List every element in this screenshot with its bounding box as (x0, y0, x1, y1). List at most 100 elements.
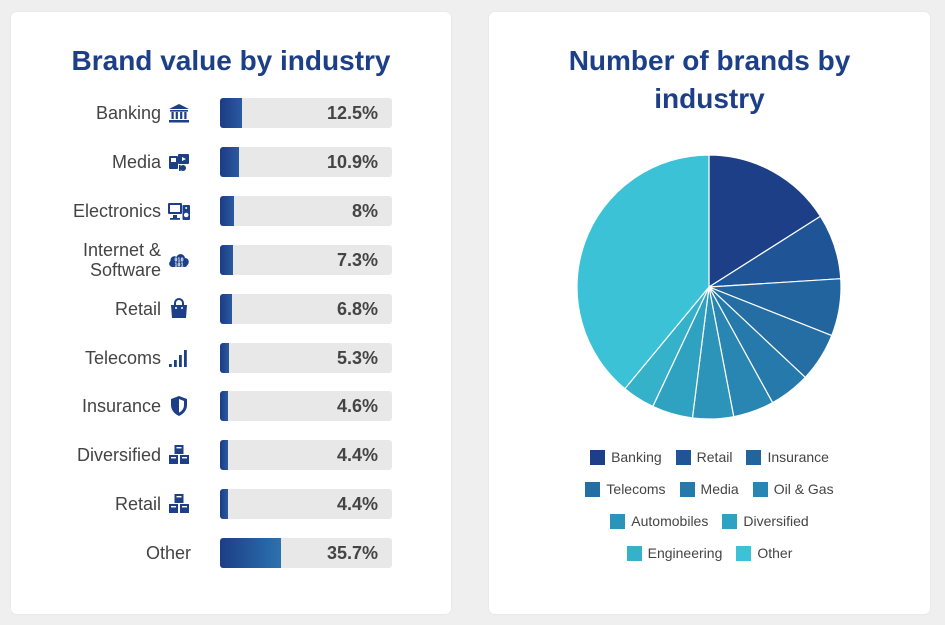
brand-value-card: Brand value by industry Banking 12.5% Medi… (11, 12, 451, 614)
brand-count-card: Number of brands by industry Banking Reta… (489, 12, 930, 614)
bar-fill (220, 391, 228, 422)
bar-row: Internet & Software 010 101 7.3% (11, 239, 451, 280)
bar-value-label: 4.4% (336, 494, 378, 515)
legend-row: Telecoms Media Oil & Gas (489, 479, 930, 499)
legend-swatch (585, 481, 601, 497)
legend-swatch (610, 513, 626, 529)
legend-label: Retail (696, 449, 733, 465)
bar-row: Retail 6.8% (11, 293, 451, 324)
bar-track: 5.3% (220, 342, 392, 373)
legend-item: Media (679, 479, 739, 499)
legend-label: Other (757, 545, 793, 561)
bar-track: 4.4% (220, 489, 392, 520)
bar-category-label: Insurance (81, 396, 161, 417)
shopping-bag-icon (167, 297, 191, 321)
bar-fill (220, 195, 234, 226)
bar-track: 7.3% (220, 244, 392, 275)
pie-chart (576, 154, 842, 420)
legend-swatch (626, 545, 642, 561)
bar-fill (220, 489, 228, 520)
electronics-icon (167, 199, 191, 223)
legend-swatch (746, 449, 762, 465)
bank-icon (167, 101, 191, 125)
bar-value-label: 6.8% (336, 298, 378, 319)
bar-fill (220, 342, 230, 373)
bar-category-label: Other (145, 543, 191, 564)
bar-category-label: Retail (114, 298, 161, 319)
bar-value-label: 5.3% (336, 347, 378, 368)
bar-category-label: Internet & Software (82, 239, 161, 280)
legend-item: Retail (675, 447, 733, 467)
legend-label: Automobiles (631, 513, 709, 529)
bar-category-label: Media (111, 151, 161, 172)
legend-swatch (675, 449, 691, 465)
legend-item: Automobiles (610, 511, 708, 531)
bar-track: 4.6% (220, 391, 392, 422)
legend-label: Media (700, 481, 739, 497)
pie-slice-other (576, 154, 710, 390)
bar-track: 4.4% (220, 440, 392, 471)
svg-text:101: 101 (174, 262, 183, 268)
bar-row: Other 35.7% (11, 538, 451, 569)
legend-item: Oil & Gas (752, 479, 834, 499)
signal-bars-icon (167, 346, 191, 370)
bar-category-label: Banking (95, 103, 161, 123)
bar-value-label: 7.3% (336, 249, 378, 270)
legend-item: Other (736, 543, 792, 563)
legend-swatch (736, 545, 752, 561)
legend-item: Diversified (722, 511, 809, 531)
bar-value-label: 4.4% (336, 445, 378, 466)
bar-row: Insurance 4.6% (11, 391, 451, 422)
bar-value-label: 8% (351, 200, 378, 221)
pie-slice-banking (708, 154, 822, 289)
bar-fill (220, 146, 239, 177)
legend-label: Diversified (743, 513, 809, 529)
bar-category-label: Diversified (76, 445, 161, 466)
legend-label: Engineering (647, 545, 723, 561)
bar-row: Banking 12.5% (11, 98, 451, 128)
bar-row: Media 10.9% (11, 146, 451, 177)
legend-swatch (752, 481, 768, 497)
bar-fill (220, 440, 228, 471)
legend-swatch (590, 449, 606, 465)
bar-track: 10.9% (220, 146, 392, 177)
legend-label: Oil & Gas (773, 481, 834, 497)
legend-item: Insurance (746, 447, 829, 467)
bar-track: 12.5% (220, 98, 392, 128)
bar-row: Telecoms 5.3% (11, 342, 451, 373)
legend-item: Engineering (626, 543, 723, 563)
bar-value-label: 4.6% (336, 396, 378, 417)
legend-row: Engineering Other (489, 543, 930, 563)
shield-icon (167, 394, 191, 418)
bar-row: Diversified 4.4% (11, 440, 451, 471)
bar-track: 6.8% (220, 293, 392, 324)
bar-category-label: Telecoms (84, 347, 161, 368)
cubes-icon (167, 492, 191, 516)
bar-track: 8% (220, 195, 392, 226)
legend-row: Automobiles Diversified (489, 511, 930, 531)
legend-label: Telecoms (606, 481, 666, 497)
bar-category-label: Electronics (72, 200, 161, 221)
legend-label: Insurance (767, 449, 829, 465)
cloud-binary-icon: 010 101 (167, 248, 191, 272)
brand-count-title: Number of brands by industry (568, 45, 851, 114)
cubes-icon (167, 443, 191, 467)
bar-value-label: 35.7% (326, 543, 378, 564)
bar-fill (220, 538, 282, 569)
svg-text:010: 010 (174, 257, 183, 263)
bar-fill (220, 244, 233, 275)
bar-category-label: Retail (114, 494, 161, 515)
bar-row: Electronics 8% (11, 195, 451, 226)
bar-fill (220, 98, 242, 128)
legend-swatch (679, 481, 695, 497)
brand-value-title: Brand value by industry (71, 45, 391, 76)
legend-swatch (722, 513, 738, 529)
bar-value-label: 10.9% (326, 151, 378, 172)
bar-row: Retail 4.4% (11, 489, 451, 520)
legend-row: Banking Retail Insurance (489, 447, 930, 467)
bar-track: 35.7% (220, 538, 392, 569)
bar-fill (220, 293, 232, 324)
media-icon (167, 150, 191, 174)
legend-item: Banking (590, 447, 662, 467)
legend-label: Banking (611, 449, 662, 465)
